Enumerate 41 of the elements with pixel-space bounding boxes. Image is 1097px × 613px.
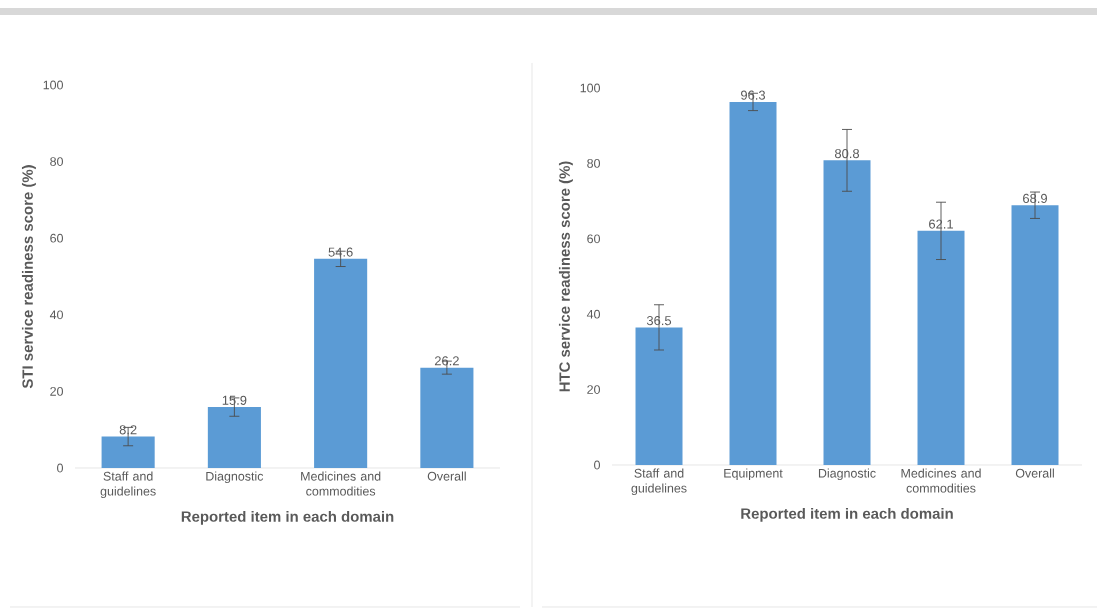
x-axis-title: Reported item in each domain (181, 510, 394, 525)
bar (917, 230, 965, 465)
bar (420, 367, 474, 468)
data-label: 36.5 (646, 316, 672, 326)
y-tick-label: 60 (587, 234, 600, 244)
bar (314, 258, 368, 468)
data-label: 68.9 (1023, 193, 1047, 204)
x-tick-label: Staff and guidelines (100, 471, 156, 499)
x-tick-label: Staff and guidelines (631, 468, 687, 496)
y-tick-label: 20 (50, 386, 63, 396)
x-tick-label: Diagnostic (818, 468, 876, 481)
y-tick-label: 60 (50, 233, 63, 243)
x-axis-title: Reported item in each domain (741, 507, 953, 522)
x-tick-label: Equipment (724, 468, 783, 481)
bar (823, 160, 871, 465)
y-axis-title: STI service readiness score (%) (21, 165, 36, 389)
x-tick-label: Diagnostic (206, 471, 264, 484)
x-tick-label: Medicines and commodities (901, 468, 981, 493)
y-tick-label: 40 (49, 310, 63, 320)
y-tick-label: 100 (580, 83, 600, 93)
bar (207, 407, 261, 468)
y-tick-label: 40 (586, 309, 600, 319)
data-label: 54.6 (328, 247, 353, 257)
y-tick-label: 0 (594, 460, 600, 470)
data-label: 26.2 (434, 356, 459, 366)
bar (1011, 205, 1059, 465)
y-tick-label: 0 (57, 463, 63, 473)
y-tick-label: 100 (43, 80, 63, 90)
y-tick-label: 20 (587, 385, 600, 394)
y-axis-title: HTC service readiness score (%) (558, 161, 573, 392)
data-label: 62.1 (929, 219, 953, 229)
bar (101, 436, 155, 468)
x-tick-label: Overall (1015, 468, 1054, 478)
y-tick-label: 80 (587, 158, 600, 168)
x-tick-label: Overall (427, 471, 466, 481)
bar (635, 327, 683, 465)
x-tick-label: Medicines and commodities (301, 471, 381, 496)
bar (729, 101, 777, 465)
data-label: 80.8 (834, 149, 860, 159)
y-tick-label: 80 (50, 157, 63, 166)
data-label: 96.3 (741, 90, 766, 100)
